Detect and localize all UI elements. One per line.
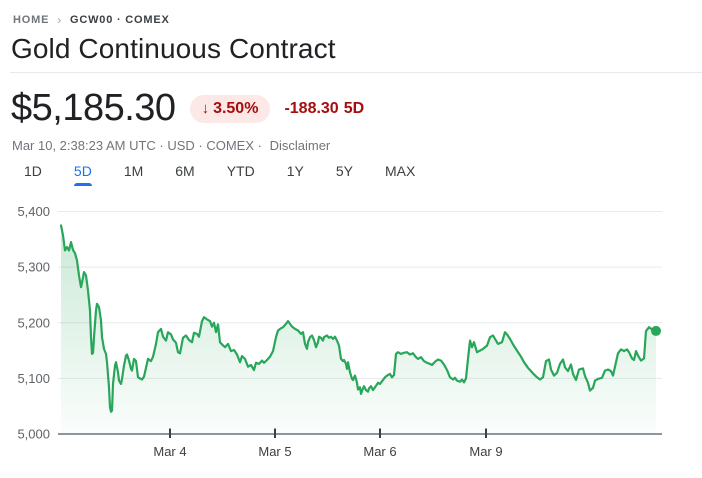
breadcrumb-chevron-icon: ›: [57, 13, 62, 27]
breadcrumb: HOME › GCW00 · COMEX: [13, 13, 170, 27]
change-period: 5D: [343, 99, 365, 117]
price-chart[interactable]: 5,000 5,100 5,200 5,300 5,400 Mar 4 Mar 5 Mar …: [0, 192, 702, 478]
quote-timestamp: Mar 10, 2:38:23 AM UTC · USD · COMEX ·: [12, 138, 262, 153]
tab-ytd[interactable]: YTD: [226, 161, 256, 186]
change-percent-badge: ↓ 3.50%: [189, 94, 271, 123]
y-axis-label: 5,300: [17, 260, 50, 275]
change-absolute: -188.30 5D: [284, 100, 364, 118]
chart-axes: Mar 4 Mar 5 Mar 6 Mar 9: [58, 428, 662, 459]
area-fill-path: [61, 225, 656, 434]
range-tab-bar: 1D 5D 1M 6M YTD 1Y 5Y MAX: [23, 161, 416, 186]
price-line-path: [59, 224, 658, 413]
y-axis-label: 5,200: [17, 315, 50, 330]
tab-max[interactable]: MAX: [384, 161, 416, 186]
tab-1y[interactable]: 1Y: [286, 161, 305, 186]
tab-1d[interactable]: 1D: [23, 161, 43, 186]
change-absolute-value: -188.30: [284, 99, 339, 117]
tab-5y[interactable]: 5Y: [335, 161, 354, 186]
chart-area-fill: [61, 225, 656, 434]
x-axis-label: Mar 5: [258, 444, 291, 459]
current-price: $5,185.30: [11, 87, 176, 129]
change-percent: 3.50%: [213, 99, 259, 117]
breadcrumb-symbol: GCW00 · COMEX: [70, 14, 170, 26]
quote-meta-line: Mar 10, 2:38:23 AM UTC · USD · COMEX · D…: [12, 138, 330, 153]
x-axis-label: Mar 4: [153, 444, 186, 459]
y-axis-label: 5,000: [17, 427, 50, 442]
tab-5d[interactable]: 5D: [73, 161, 93, 186]
chart-price-line: [59, 224, 661, 413]
down-arrow-icon: ↓: [201, 100, 210, 117]
tab-1m[interactable]: 1M: [123, 161, 144, 186]
x-axis-label: Mar 9: [469, 444, 502, 459]
last-price-dot: [651, 325, 661, 336]
y-axis-label: 5,400: [17, 204, 50, 219]
y-axis-label: 5,100: [17, 371, 50, 386]
quote-header: $5,185.30 ↓ 3.50% -188.30 5D: [11, 87, 364, 130]
tab-6m[interactable]: 6M: [174, 161, 195, 186]
disclaimer-link[interactable]: Disclaimer: [269, 138, 331, 153]
breadcrumb-home-link[interactable]: HOME: [13, 14, 50, 26]
x-axis-label: Mar 6: [363, 444, 396, 459]
title-divider: [10, 72, 702, 73]
page-title: Gold Continuous Contract: [11, 33, 336, 64]
